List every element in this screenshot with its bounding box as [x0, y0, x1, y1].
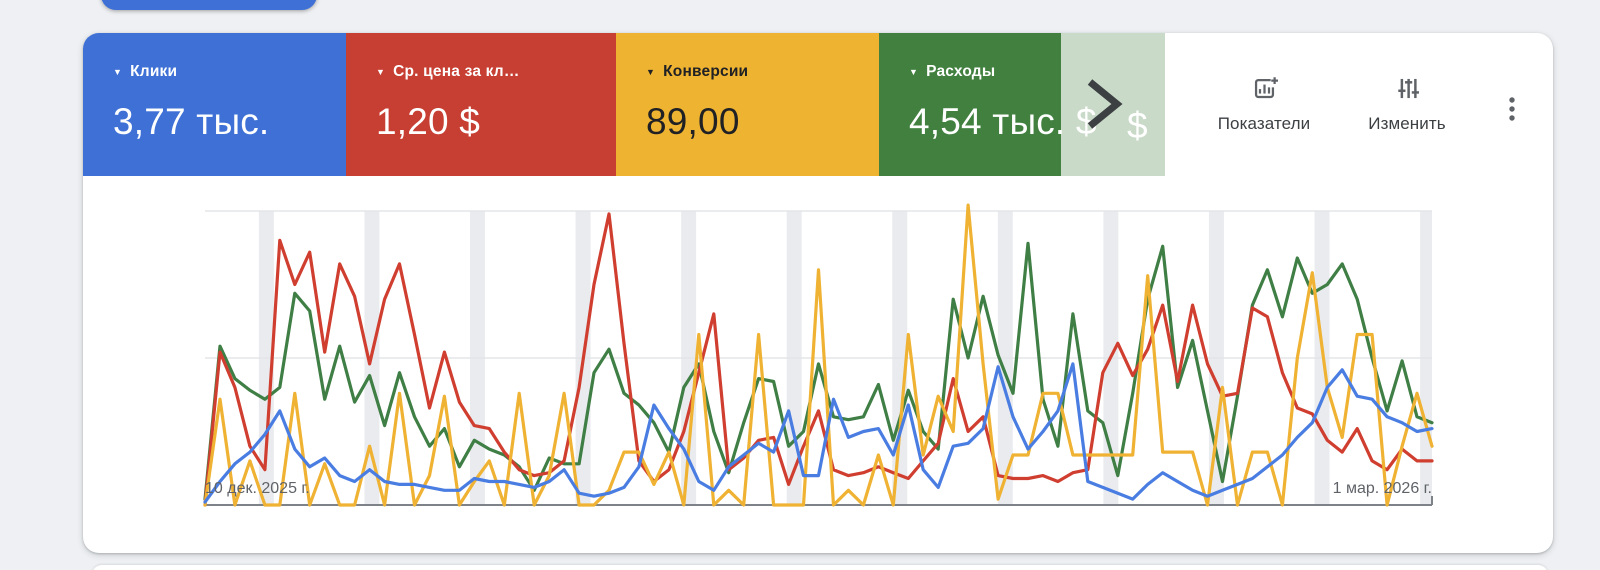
top-partial-button[interactable]	[101, 0, 317, 10]
metric-label: Конверсии	[663, 63, 749, 80]
metric-label-row: ▼ Клики	[113, 63, 346, 81]
next-metric-partial-value: $	[1127, 105, 1148, 146]
add-chart-icon	[1254, 77, 1278, 99]
metric-value: 89,00	[646, 101, 740, 142]
metric-value: 4,54 тыс. $	[909, 101, 1097, 142]
dropdown-arrow-icon: ▼	[909, 66, 919, 77]
metrics-button[interactable]: Показатели	[1194, 75, 1334, 134]
x-axis-start-label: 10 дек. 2025 г.	[205, 480, 310, 497]
metric-label: Клики	[130, 63, 178, 80]
dropdown-arrow-icon: ▼	[113, 66, 123, 77]
metric-value: 3,77 тыс.	[113, 101, 270, 142]
edit-button-label: Изменить	[1368, 114, 1446, 133]
kebab-menu-icon	[1509, 96, 1515, 121]
metric-value: 1,20 $	[376, 101, 481, 142]
edit-chart-button[interactable]: Изменить	[1337, 75, 1477, 134]
dropdown-arrow-icon: ▼	[376, 66, 386, 77]
performance-chart-card: ▼ Клики 3,77 тыс. ▼ Ср. цена за кл… 1,20…	[83, 33, 1553, 553]
x-axis-end-label: 1 мар. 2026 г.	[1332, 480, 1432, 497]
scroll-metrics-right-button[interactable]	[1081, 75, 1127, 133]
metric-label: Расходы	[926, 63, 996, 80]
metric-card-cost[interactable]: ▼ Расходы 4,54 тыс. $	[879, 33, 1097, 176]
next-card-top-edge	[92, 565, 1548, 570]
metrics-button-label: Показатели	[1217, 114, 1311, 133]
performance-line-chart	[203, 203, 1434, 507]
more-options-button[interactable]	[1496, 93, 1528, 129]
dropdown-arrow-icon: ▼	[646, 66, 656, 77]
chevron-right-icon	[1087, 79, 1123, 129]
metric-label-row: ▼ Ср. цена за кл…	[376, 63, 616, 81]
metric-card-avg-cpc[interactable]: ▼ Ср. цена за кл… 1,20 $	[346, 33, 616, 176]
sliders-icon	[1397, 78, 1419, 99]
metric-label-row: ▼ Расходы	[909, 63, 1061, 81]
metric-card-clicks[interactable]: ▼ Клики 3,77 тыс.	[83, 33, 346, 176]
metric-label: Ср. цена за кл…	[393, 63, 520, 80]
metric-label-row: ▼ Конверсии	[646, 63, 879, 81]
metric-card-conversions[interactable]: ▼ Конверсии 89,00	[616, 33, 879, 176]
